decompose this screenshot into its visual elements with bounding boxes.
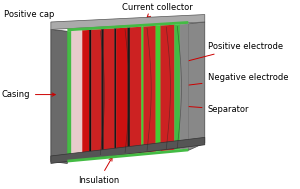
Polygon shape: [51, 137, 205, 163]
Polygon shape: [71, 30, 82, 159]
Polygon shape: [51, 15, 205, 29]
Polygon shape: [104, 28, 115, 156]
Polygon shape: [116, 28, 128, 155]
Text: Current collector: Current collector: [122, 3, 193, 17]
Polygon shape: [142, 27, 144, 153]
Polygon shape: [130, 27, 142, 154]
Polygon shape: [188, 22, 205, 150]
Polygon shape: [102, 29, 104, 156]
Polygon shape: [128, 27, 130, 154]
Polygon shape: [156, 26, 161, 152]
Polygon shape: [68, 21, 188, 31]
Polygon shape: [68, 149, 188, 163]
Polygon shape: [161, 25, 175, 151]
Polygon shape: [180, 24, 188, 149]
Text: Positive electrode: Positive electrode: [184, 42, 283, 63]
Text: Insulation: Insulation: [78, 157, 120, 185]
Polygon shape: [51, 29, 68, 163]
Polygon shape: [92, 29, 102, 157]
Polygon shape: [175, 24, 180, 150]
Text: Casing: Casing: [2, 90, 55, 99]
Polygon shape: [82, 30, 89, 158]
Polygon shape: [144, 26, 156, 153]
Polygon shape: [68, 31, 71, 160]
Text: Positive cap: Positive cap: [4, 10, 66, 26]
Text: Separator: Separator: [181, 105, 249, 114]
Polygon shape: [115, 28, 116, 155]
Polygon shape: [89, 30, 92, 158]
Text: Negative electrode: Negative electrode: [176, 73, 288, 88]
